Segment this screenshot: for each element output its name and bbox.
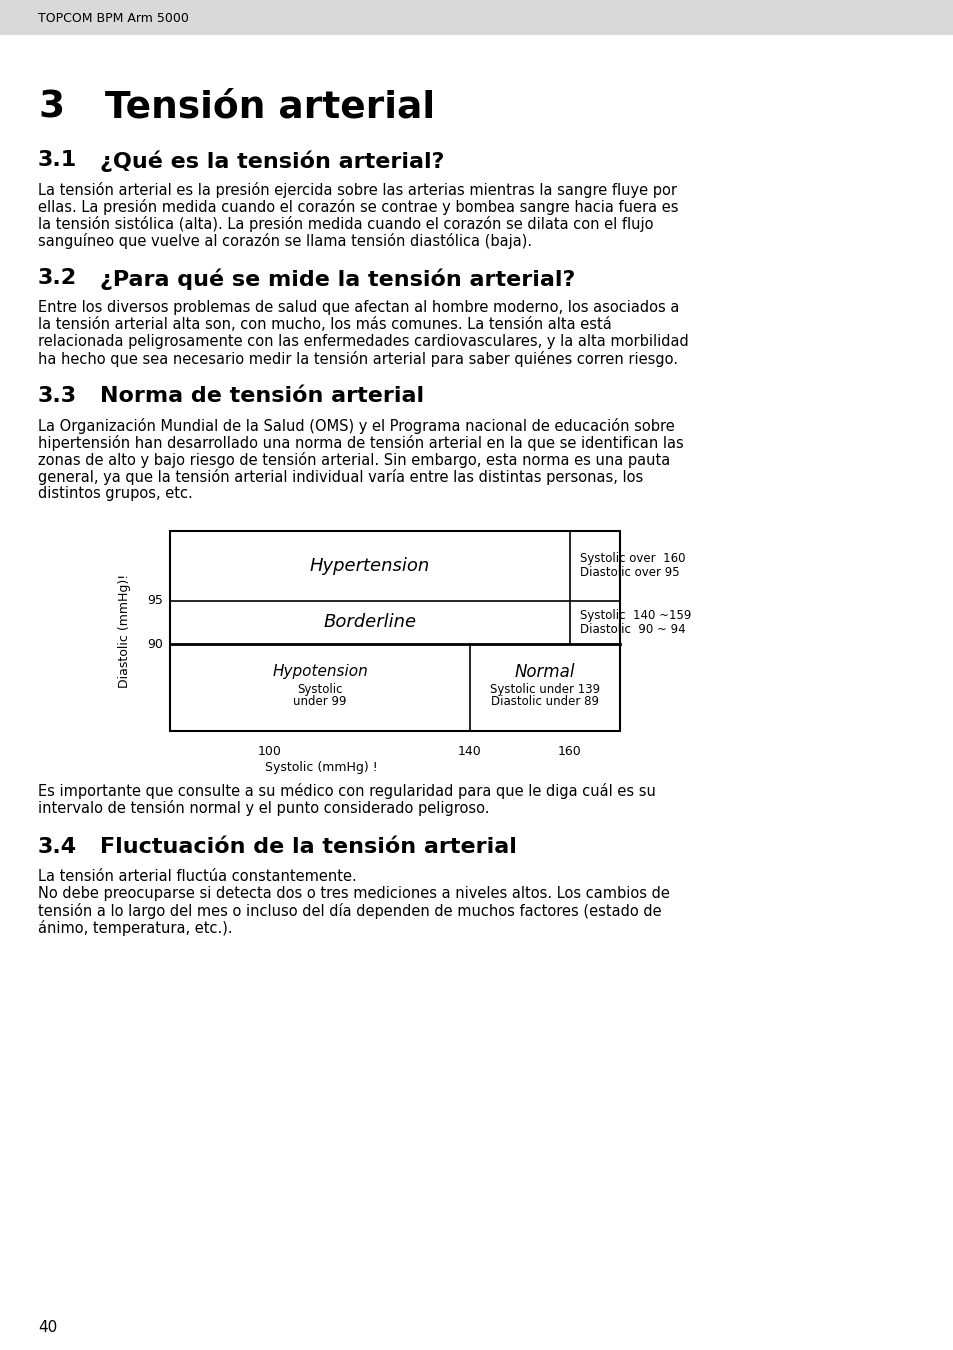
Text: Borderline: Borderline [323,613,416,632]
Text: Systolic under 139: Systolic under 139 [490,683,599,697]
Text: 95: 95 [147,594,163,608]
Text: La Organización Mundial de la Salud (OMS) y el Programa nacional de educación so: La Organización Mundial de la Salud (OMS… [38,418,674,433]
Text: 160: 160 [558,745,581,757]
Text: Diastolic under 89: Diastolic under 89 [491,695,598,707]
Text: relacionada peligrosamente con las enfermedades cardiovasculares, y la alta morb: relacionada peligrosamente con las enfer… [38,333,688,350]
Text: general, ya que la tensión arterial individual varía entre las distintas persona: general, ya que la tensión arterial indi… [38,468,642,485]
Text: intervalo de tensión normal y el punto considerado peligroso.: intervalo de tensión normal y el punto c… [38,801,489,815]
Text: Norma de tensión arterial: Norma de tensión arterial [100,386,424,406]
Text: Diastolic (mmHg)!: Diastolic (mmHg)! [118,574,132,688]
Text: la tensión sistólica (alta). La presión medida cuando el corazón se dilata con e: la tensión sistólica (alta). La presión … [38,216,653,232]
Text: 3.3: 3.3 [38,386,77,406]
Text: 100: 100 [258,745,282,757]
Text: Hypertension: Hypertension [310,556,430,575]
Text: zonas de alto y bajo riesgo de tensión arterial. Sin embargo, esta norma es una : zonas de alto y bajo riesgo de tensión a… [38,452,670,468]
Bar [0,0,953,35]
Text: tensión a lo largo del mes o incluso del día dependen de muchos factores (estado: tensión a lo largo del mes o incluso del… [38,903,661,919]
Text: 40: 40 [38,1320,57,1335]
Text: 140: 140 [457,745,481,757]
Bar [170,531,619,730]
Text: 3.4: 3.4 [38,837,77,857]
Text: Es importante que consulte a su médico con regularidad para que le diga cuál es : Es importante que consulte a su médico c… [38,783,656,799]
Text: Entre los diversos problemas de salud que afectan al hombre moderno, los asociad: Entre los diversos problemas de salud qu… [38,300,679,315]
Text: Systolic over  160: Systolic over 160 [579,552,685,566]
Text: Systolic: Systolic [297,683,342,697]
Text: ¿Qué es la tensión arterial?: ¿Qué es la tensión arterial? [100,150,444,171]
Text: Systolic  140 ~159: Systolic 140 ~159 [579,609,691,622]
Text: ánimo, temperatura, etc.).: ánimo, temperatura, etc.). [38,919,233,936]
Text: ha hecho que sea necesario medir la tensión arterial para saber quiénes corren r: ha hecho que sea necesario medir la tens… [38,351,678,367]
Text: Hypotension: Hypotension [272,664,368,679]
Text: Diastolic  90 ~ 94: Diastolic 90 ~ 94 [579,622,685,636]
Text: distintos grupos, etc.: distintos grupos, etc. [38,486,193,501]
Text: sanguíneo que vuelve al corazón se llama tensión diastólica (baja).: sanguíneo que vuelve al corazón se llama… [38,234,532,248]
Text: No debe preocuparse si detecta dos o tres mediciones a niveles altos. Los cambio: No debe preocuparse si detecta dos o tre… [38,886,669,900]
Text: under 99: under 99 [293,695,346,707]
Text: 3: 3 [38,90,64,126]
Text: TOPCOM BPM Arm 5000: TOPCOM BPM Arm 5000 [38,12,189,24]
Text: La tensión arterial fluctúa constantemente.: La tensión arterial fluctúa constantemen… [38,869,356,884]
Text: Systolic (mmHg) !: Systolic (mmHg) ! [265,761,377,774]
Text: 3.1: 3.1 [38,150,77,170]
Text: 90: 90 [147,637,163,651]
Text: La tensión arterial es la presión ejercida sobre las arterias mientras la sangre: La tensión arterial es la presión ejerci… [38,182,677,198]
Text: Tensión arterial: Tensión arterial [105,90,435,126]
Text: ellas. La presión medida cuando el corazón se contrae y bombea sangre hacia fuer: ellas. La presión medida cuando el coraz… [38,198,678,215]
Text: la tensión arterial alta son, con mucho, los más comunes. La tensión alta está: la tensión arterial alta son, con mucho,… [38,317,611,332]
Text: 3.2: 3.2 [38,269,77,288]
Text: Normal: Normal [515,663,575,680]
Text: Fluctuación de la tensión arterial: Fluctuación de la tensión arterial [100,837,517,857]
Text: Diastolic over 95: Diastolic over 95 [579,566,679,579]
Text: hipertensión han desarrollado una norma de tensión arterial en la que se identif: hipertensión han desarrollado una norma … [38,435,683,451]
Text: ¿Para qué se mide la tensión arterial?: ¿Para qué se mide la tensión arterial? [100,269,575,289]
